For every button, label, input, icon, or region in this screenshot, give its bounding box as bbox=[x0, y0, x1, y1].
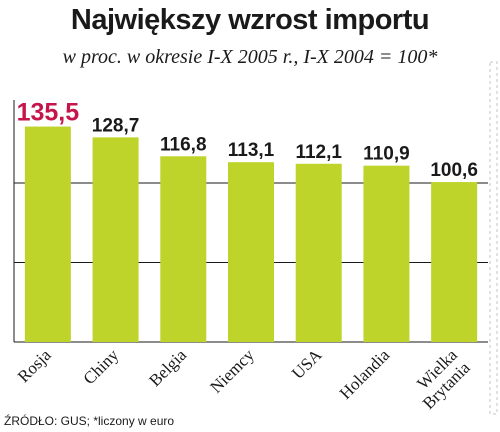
frame-stripe bbox=[489, 61, 498, 415]
value-labels: 135,5 128,7 116,8 113,1 112,1 110,9 100,6 bbox=[17, 99, 478, 181]
value-label: 100,6 bbox=[430, 160, 478, 181]
bars bbox=[24, 126, 478, 343]
value-label: 110,9 bbox=[363, 144, 410, 165]
category-label: Niemcy bbox=[206, 345, 258, 397]
category-label: Rosja bbox=[14, 345, 55, 386]
chart-title: Największy wzrost importu bbox=[70, 4, 430, 36]
value-label: 135,5 bbox=[17, 99, 80, 127]
bar bbox=[431, 182, 478, 342]
category-label: USA bbox=[288, 345, 326, 383]
value-label: 116,8 bbox=[160, 134, 207, 155]
category-labels: Rosja Chiny Belgia Niemcy USA Holandia WielkaB… bbox=[14, 345, 474, 413]
value-label: 128,7 bbox=[92, 115, 140, 136]
category-label: WielkaBrytania bbox=[406, 345, 474, 413]
bar bbox=[295, 163, 342, 342]
bar bbox=[160, 156, 207, 342]
value-label: 113,1 bbox=[228, 140, 275, 161]
chart-subtitle: w proc. w okresie I-X 2005 r., I-X 2004 … bbox=[62, 46, 438, 68]
bar bbox=[228, 162, 274, 342]
source-note: ŹRÓDŁO: GUS; *liczony w euro bbox=[4, 414, 175, 428]
category-label: Chiny bbox=[80, 345, 123, 388]
bar bbox=[92, 137, 139, 342]
bar bbox=[363, 165, 410, 342]
category-label: Belgia bbox=[145, 345, 190, 390]
bar bbox=[24, 126, 71, 343]
value-label: 112,1 bbox=[295, 142, 342, 163]
chart-frame bbox=[13, 61, 498, 415]
category-label: Holandia bbox=[336, 345, 394, 403]
